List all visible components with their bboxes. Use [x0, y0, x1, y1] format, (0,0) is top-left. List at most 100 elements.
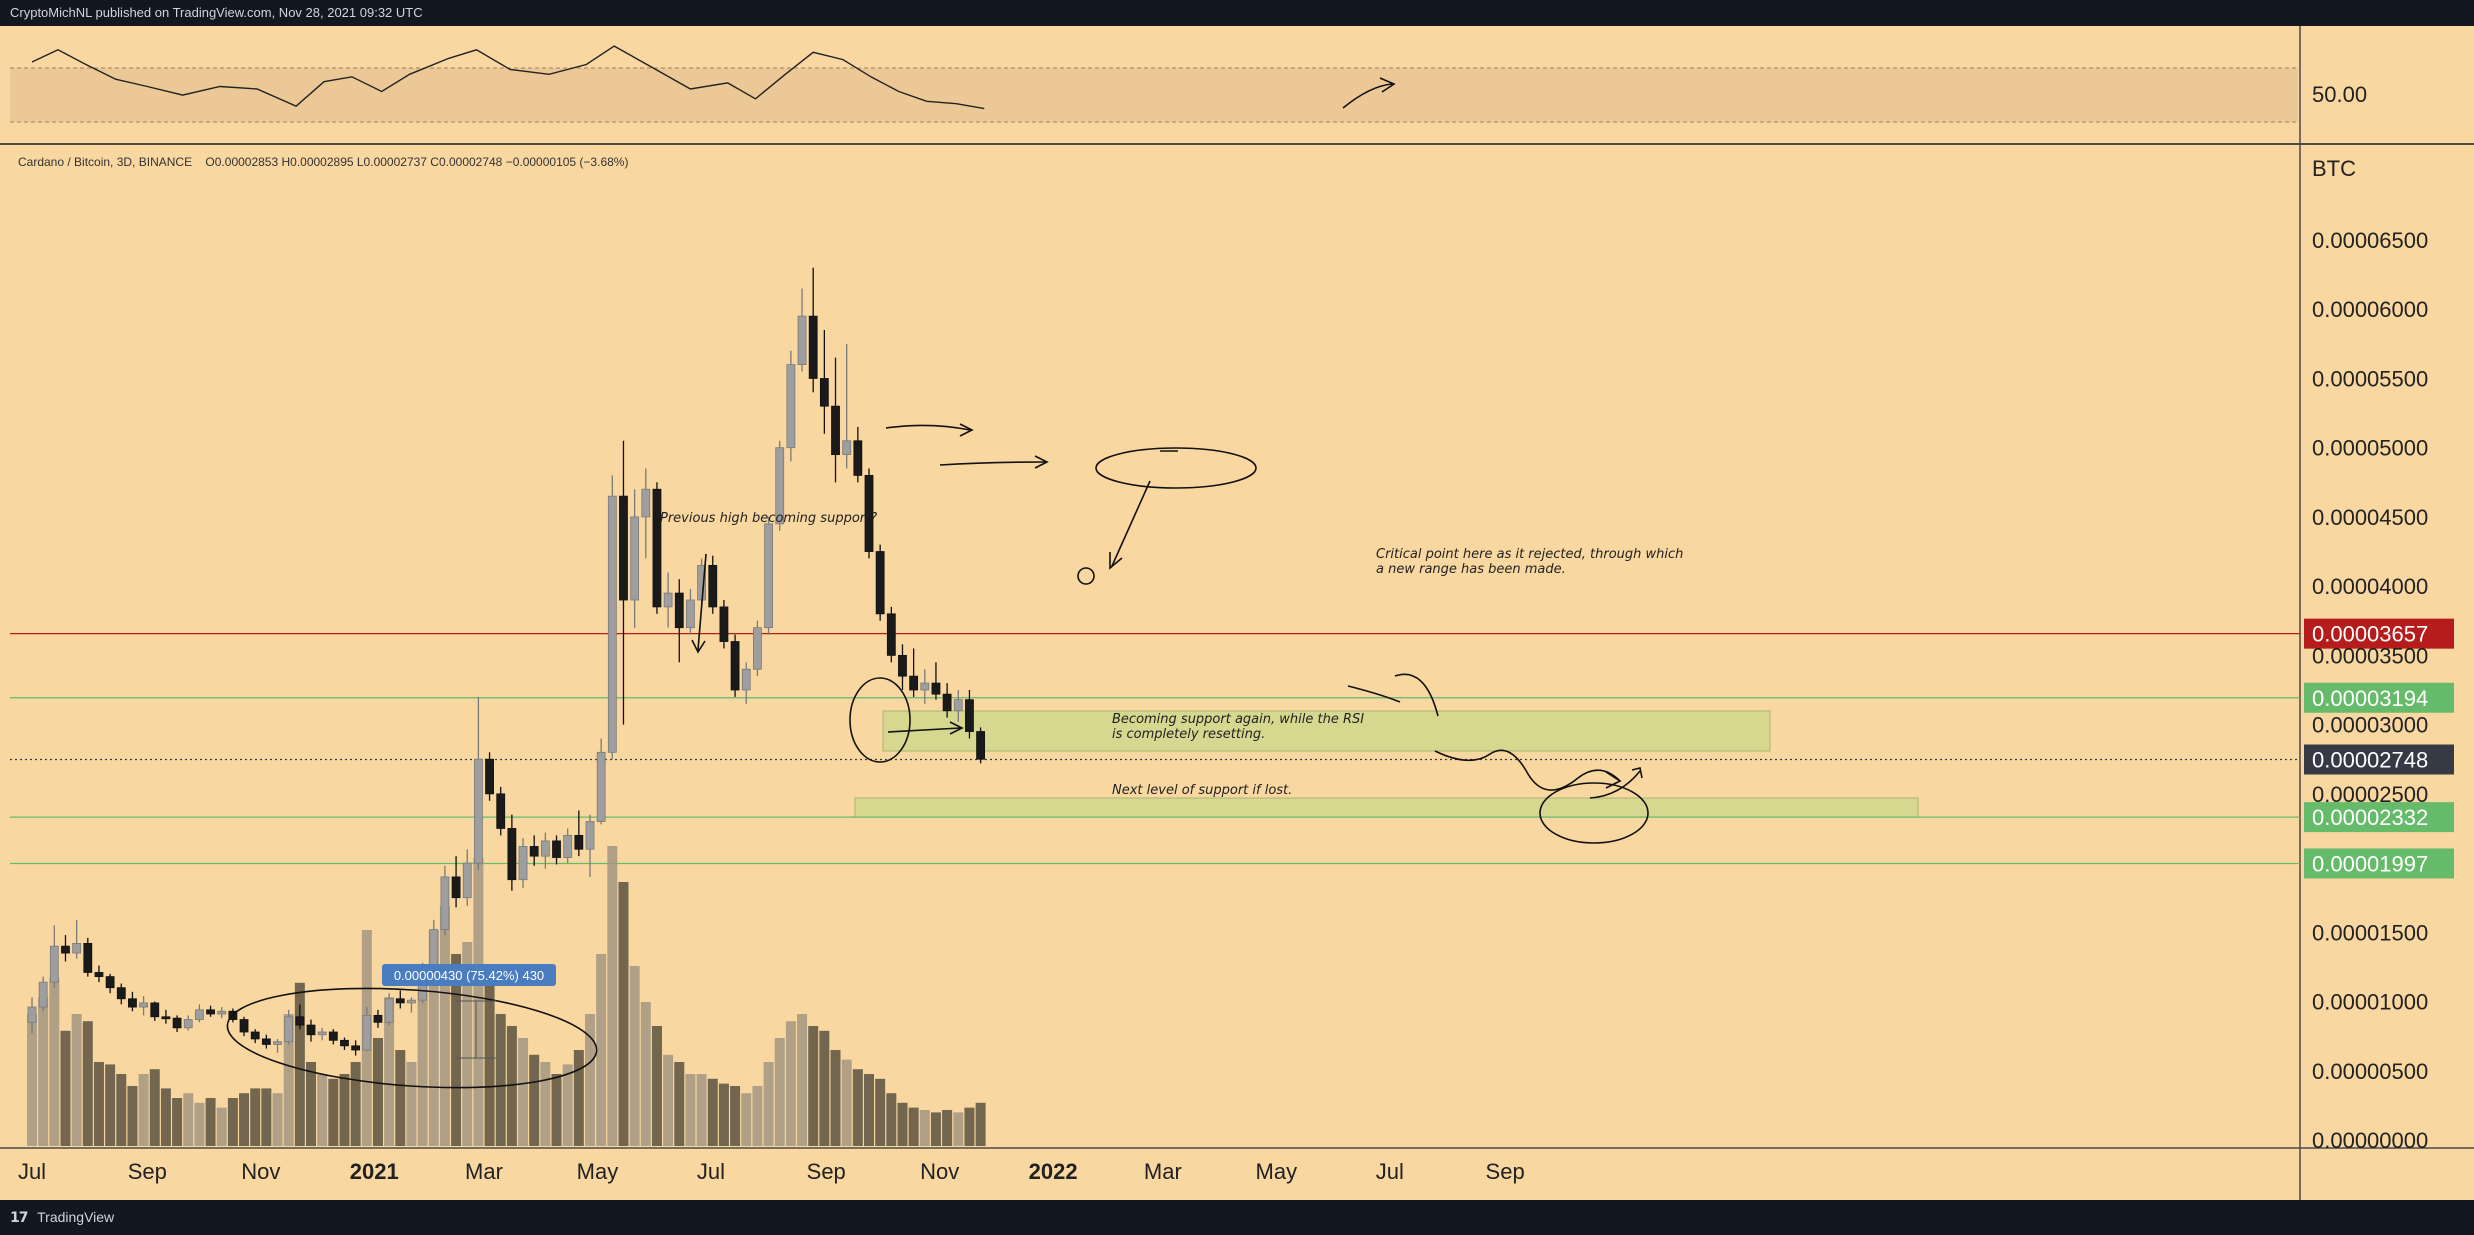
volume-bar [384, 997, 395, 1146]
volume-bar [629, 966, 640, 1146]
volume-bar [306, 1062, 316, 1146]
volume-bar [138, 1074, 149, 1146]
volume-bar [283, 1014, 294, 1146]
hand-drawings [226, 77, 1649, 1089]
time-tick-label: Mar [465, 1159, 503, 1184]
candle-body [909, 675, 919, 691]
candle-body [485, 758, 494, 795]
volume-bar [964, 1107, 975, 1146]
volume-bar [49, 978, 60, 1146]
arrow-head [959, 423, 974, 437]
price-level-label: 0.00003194 [2312, 686, 2428, 711]
support-zone-lower [854, 797, 1919, 818]
volume-bar [439, 906, 450, 1146]
volume-bar [38, 997, 49, 1146]
note-becoming-support-2: is completely resetting. [1112, 727, 1265, 742]
footer-bar: 𝟭𝟳 TradingView [0, 1200, 2474, 1235]
volume-bar [194, 1102, 205, 1146]
time-tick-label: 2022 [1029, 1159, 1078, 1184]
candle-body [652, 488, 662, 608]
arrow-previous-high [697, 553, 707, 651]
trendline-sketch [1347, 685, 1401, 703]
volume-bar [819, 1030, 830, 1146]
candle-body [239, 1019, 249, 1033]
volume-bar [272, 1093, 283, 1146]
candle-body [496, 793, 506, 829]
volume-bar [875, 1078, 886, 1146]
candle-body [373, 1014, 383, 1023]
volume-bar [785, 1021, 796, 1146]
candle-body [563, 834, 573, 858]
volume-bar [172, 1098, 183, 1146]
candle-body [641, 488, 651, 518]
volume-bar [752, 1086, 763, 1146]
volume-bar [518, 1038, 529, 1146]
candle-body [808, 315, 818, 379]
volume-bar [506, 1026, 517, 1146]
volume-bar [372, 1038, 383, 1146]
candle-body [552, 840, 561, 858]
volume-bar [417, 966, 428, 1146]
note-critical-2: a new range has been made. [1376, 562, 1566, 577]
candle-body [764, 523, 773, 629]
candle-body [607, 495, 617, 753]
volume-bar [797, 1014, 808, 1146]
projection-path [1434, 749, 1621, 791]
candle-body [976, 731, 985, 760]
candle-body [942, 693, 952, 712]
time-tick-label: Jul [1376, 1159, 1404, 1184]
volume-bar [774, 1038, 785, 1146]
candle-body [273, 1041, 282, 1045]
candle-body [128, 998, 137, 1008]
candle-body [875, 551, 885, 615]
volume-bar [585, 1014, 595, 1146]
candle-body [194, 1009, 204, 1020]
volume-bar [428, 930, 439, 1146]
volume-bar [741, 1093, 752, 1146]
price-tick-label: 0.00001000 [2312, 990, 2428, 1015]
symbol-name: Cardano / Bitcoin, 3D, BINANCE [18, 155, 192, 169]
volume-bar [462, 942, 473, 1146]
volume-bar [71, 1014, 82, 1146]
candle-body [306, 1024, 316, 1036]
circle-accumulation [226, 987, 598, 1089]
chart-area[interactable]: 50.00 Cardano / Bitcoin, 3D, BINANCE O0.… [0, 26, 2474, 1200]
price-tick-label: 0.00006000 [2312, 297, 2428, 322]
time-tick-label: May [1256, 1159, 1298, 1184]
price-level-box [2304, 618, 2454, 649]
candle-body [753, 627, 762, 670]
volume-bar [82, 1021, 93, 1146]
price-tick-label: 0.00002500 [2312, 782, 2428, 807]
volume-bar [183, 1093, 194, 1146]
candle-body [206, 1009, 215, 1015]
volume-bar [93, 1062, 104, 1146]
candle-body [217, 1010, 227, 1015]
rsi-arrow [1342, 83, 1393, 109]
time-tick-label: Nov [241, 1159, 280, 1184]
candle-body [886, 613, 896, 656]
candle-body [585, 821, 595, 850]
volume-bar [294, 982, 305, 1146]
price-tick-label: 0.00006500 [2312, 228, 2428, 253]
candle-body [340, 1039, 349, 1047]
candle-body [183, 1019, 193, 1029]
arrow-head [949, 721, 964, 735]
publish-info-bar: CryptoMichNL published on TradingView.co… [0, 0, 2474, 26]
volume-bar [808, 1026, 819, 1146]
volume-bar [484, 978, 495, 1146]
volume-bar [116, 1074, 127, 1146]
price-tick-label: 0.00000000 [2312, 1128, 2428, 1153]
volume-bar [919, 1110, 930, 1146]
volume-bar [707, 1078, 718, 1146]
candle-body [161, 1016, 171, 1020]
candle-body [708, 564, 718, 608]
price-level-box [2304, 744, 2454, 775]
candle-body [83, 942, 93, 973]
volume-bar [718, 1083, 729, 1146]
volume-bar [451, 954, 462, 1146]
volume-bar [573, 1050, 584, 1146]
volume-bar [841, 1059, 852, 1146]
price-tick-label: 0.00001500 [2312, 920, 2428, 945]
volume-bar [473, 858, 484, 1146]
candle-body [27, 1006, 37, 1023]
